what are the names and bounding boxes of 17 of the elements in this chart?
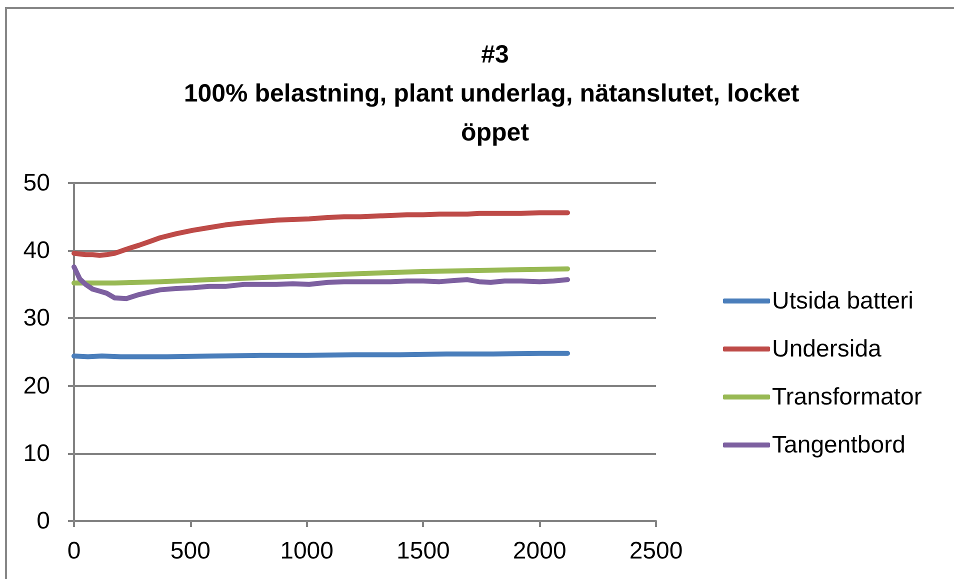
x-tick-label: 0	[67, 538, 81, 564]
legend-label: Tangentbord	[772, 432, 906, 458]
legend-label: Undersida	[772, 336, 882, 362]
x-tick-label: 2000	[512, 538, 566, 564]
x-tick-label: 1500	[396, 538, 450, 564]
chart-title: #3 100% belastning, plant underlag, nätanslutet, locket öppet	[184, 40, 806, 146]
y-tick-label: 20	[23, 372, 50, 400]
y-tick-label: 50	[23, 170, 50, 196]
legend-label: Transformator	[772, 384, 922, 410]
x-tick-label: 2500	[629, 538, 683, 564]
legend-label: Utsida batteri	[772, 288, 914, 314]
x-tick-label: 1000	[280, 538, 334, 564]
y-tick-label: 0	[36, 508, 50, 534]
y-tick-label: 30	[23, 304, 50, 332]
x-tick-label: 500	[170, 538, 210, 564]
y-tick-label: 10	[23, 440, 50, 467]
y-tick-label: 40	[23, 237, 50, 264]
